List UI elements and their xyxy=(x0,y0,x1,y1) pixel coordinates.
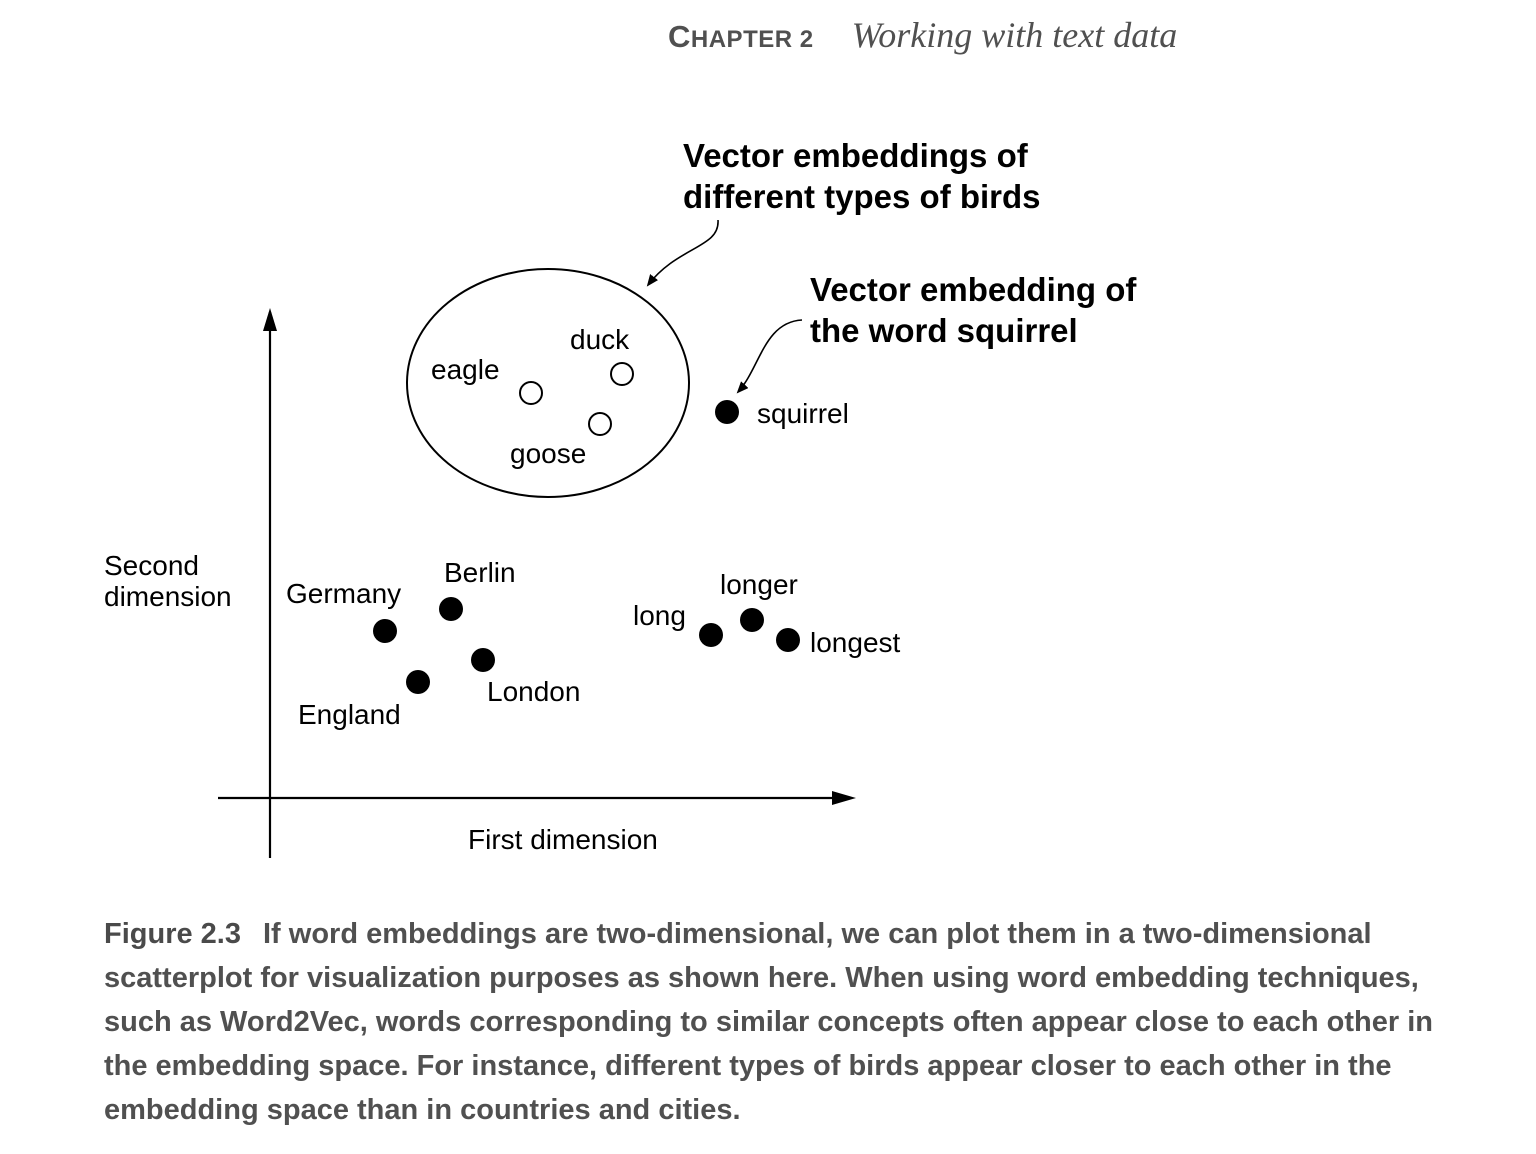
label-squirrel: squirrel xyxy=(757,398,849,429)
y-axis-arrow-icon xyxy=(263,308,277,331)
callout-squirrel-line2: the word squirrel xyxy=(810,312,1078,349)
figure-caption: Figure 2.3 If word embeddings are two-dim… xyxy=(104,912,1484,1132)
point-germany xyxy=(373,619,397,643)
callout-squirrel-arrow xyxy=(736,319,803,394)
point-england xyxy=(406,670,430,694)
birds-cluster-ellipse xyxy=(406,268,690,498)
label-longest: longest xyxy=(810,627,901,658)
label-england: England xyxy=(298,699,401,730)
point-eagle xyxy=(519,381,543,405)
label-eagle: eagle xyxy=(431,354,500,385)
point-long xyxy=(699,623,723,647)
label-london: London xyxy=(487,676,580,707)
point-longer xyxy=(740,608,764,632)
chapter-title: Working with text data xyxy=(851,15,1178,55)
label-germany: Germany xyxy=(286,578,401,609)
callout-squirrel-line1: Vector embedding of xyxy=(810,271,1137,308)
point-london xyxy=(471,648,495,672)
x-axis-label: First dimension xyxy=(468,824,658,855)
label-goose: goose xyxy=(510,438,586,469)
label-longer: longer xyxy=(720,569,798,600)
point-goose xyxy=(588,412,612,436)
label-berlin: Berlin xyxy=(444,557,516,588)
point-longest xyxy=(776,628,800,652)
chapter-initial: C xyxy=(668,19,691,54)
y-axis-label-line1: Second xyxy=(104,550,199,581)
chapter-rest: HAPTER 2 xyxy=(690,26,814,53)
label-long: long xyxy=(633,600,686,631)
callout-birds-line2: different types of birds xyxy=(683,178,1041,215)
callout-birds-line1: Vector embeddings of xyxy=(683,137,1029,174)
running-header: CHAPTER 2 Working with text data xyxy=(668,14,1177,60)
callout-birds-arrow xyxy=(646,219,719,287)
x-axis-arrow-icon xyxy=(832,791,856,805)
point-duck xyxy=(610,362,634,386)
y-axis-label-line2: dimension xyxy=(104,581,232,612)
point-squirrel xyxy=(715,400,739,424)
caption-label: Figure 2.3 xyxy=(104,918,241,950)
chapter-number: CHAPTER 2 xyxy=(668,19,814,55)
embedding-figure: Second dimension First dimension Vector … xyxy=(104,137,1137,858)
point-berlin xyxy=(439,597,463,621)
label-duck: duck xyxy=(570,324,630,355)
caption-text: If word embeddings are two-dimensional, … xyxy=(104,918,1433,1126)
